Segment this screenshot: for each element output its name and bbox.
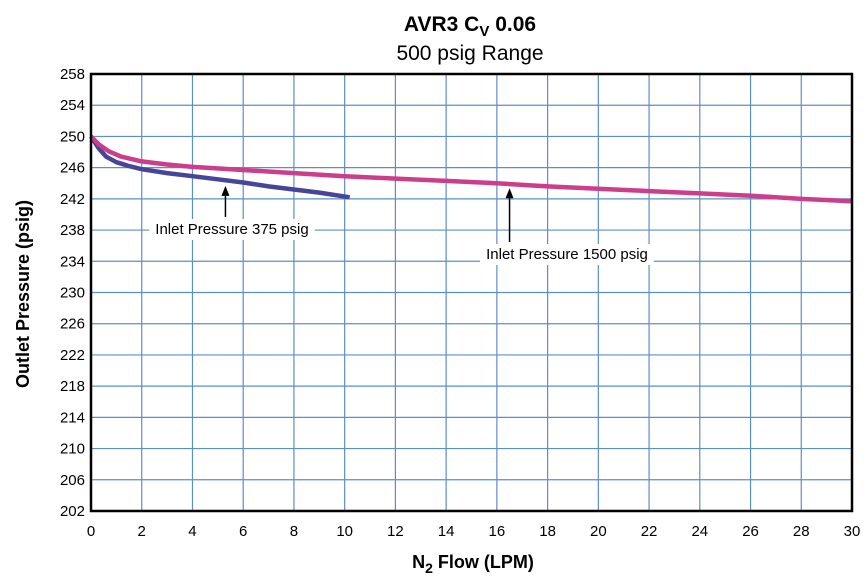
y-tick-label: 218 (60, 378, 85, 395)
chart-subtitle: 500 psig Range (396, 42, 543, 65)
y-tick-label: 246 (60, 160, 85, 177)
y-tick-label: 206 (60, 472, 85, 489)
tick-labels: 0 2 4 6 8 10 12 14 16 18 20 22 24 26 28 302022062102142… (60, 66, 860, 540)
y-tick-label: 210 (60, 441, 85, 458)
x-tick-label: 10 (336, 523, 353, 540)
y-tick-label: 238 (60, 222, 85, 239)
annotation-label: Inlet Pressure 375 psig (155, 221, 308, 238)
annotations: Inlet Pressure 375 psig Inlet Pressure 15… (149, 185, 654, 265)
x-tick-label: 20 (590, 523, 607, 540)
y-tick-label: 226 (60, 316, 85, 333)
x-tick-label: 6 (239, 523, 247, 540)
y-tick-label: 242 (60, 191, 85, 208)
x-tick-label: 28 (793, 523, 810, 540)
x-tick-label: 26 (742, 523, 759, 540)
annotation-label-background (480, 244, 654, 265)
y-tick-label: 222 (60, 347, 85, 364)
x-tick-label: 12 (387, 523, 404, 540)
annotation-arrowhead (505, 188, 514, 199)
series-line-inlet-375 (89, 135, 351, 200)
x-tick-label: 18 (539, 523, 556, 540)
y-tick-label: 234 (60, 253, 85, 270)
x-axis-label-subscript: 2 (425, 560, 433, 576)
x-tick-label: 22 (641, 523, 658, 540)
y-tick-label: 250 (60, 128, 85, 145)
chart-title-subscript: V (479, 23, 489, 40)
x-tick-label: 14 (438, 523, 455, 540)
chart-title-suffix: 0.06 (489, 13, 536, 36)
y-tick-label: 230 (60, 285, 85, 302)
x-tick-label: 16 (489, 523, 506, 540)
y-tick-label: 214 (60, 409, 85, 426)
series-line-inlet-1500 (89, 134, 853, 204)
x-tick-label: 24 (691, 523, 708, 540)
x-axis-label-suffix: Flow (LPM) (433, 552, 534, 572)
x-axis-label-prefix: N (412, 552, 425, 572)
x-axis-label: N2 Flow (LPM) (412, 552, 534, 576)
x-tick-label: 0 (87, 523, 95, 540)
grid (90, 73, 853, 512)
plot-frame (89, 72, 854, 513)
y-tick-label: 254 (60, 97, 85, 114)
annotation-label-background (149, 219, 315, 240)
series-layer (89, 134, 853, 204)
y-tick-label: 258 (60, 66, 85, 83)
annotation-label: Inlet Pressure 1500 psig (486, 246, 648, 263)
y-tick-label: 202 (60, 503, 85, 520)
y-axis-label: Outlet Pressure (psig) (13, 200, 33, 388)
x-tick-label: 8 (290, 523, 298, 540)
chart-title-main: AVR3 C (404, 13, 479, 36)
x-tick-label: 2 (138, 523, 146, 540)
chart-title: AVR3 CV 0.06 (404, 13, 536, 40)
x-tick-label: 30 (844, 523, 861, 540)
annotation-arrowhead (221, 185, 230, 196)
x-tick-label: 4 (188, 523, 196, 540)
